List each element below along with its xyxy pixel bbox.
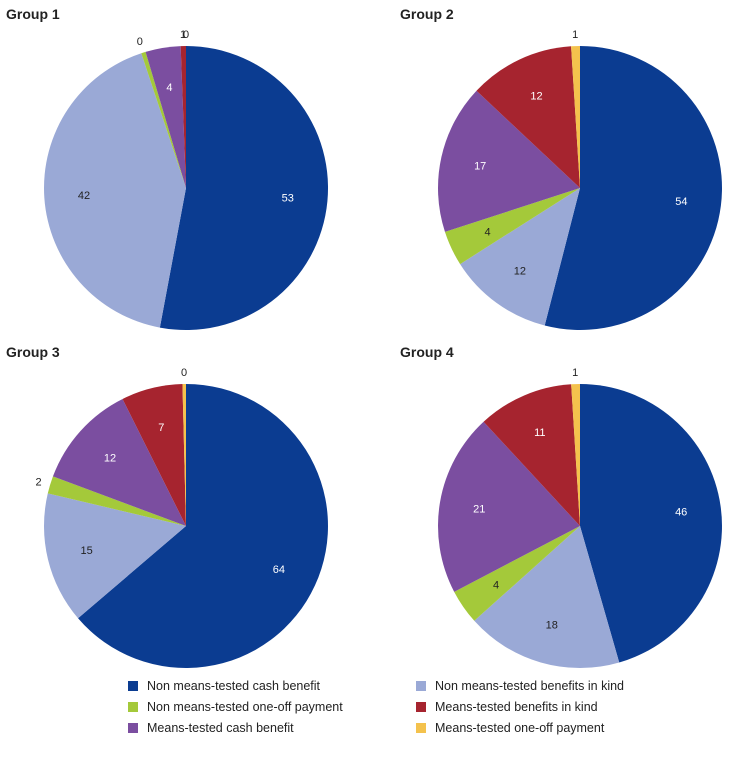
panel-title: Group 2: [400, 6, 454, 22]
panel-title: Group 1: [6, 6, 60, 22]
pie-slice: [43, 493, 186, 619]
legend-item: Means-tested benefits in kind: [416, 698, 598, 716]
slice-data-label: 2: [36, 476, 42, 488]
pie-slice: [544, 46, 722, 330]
pie-slice: [122, 384, 186, 526]
slice-data-label: 0: [183, 29, 189, 41]
slice-data-label: 46: [675, 507, 687, 519]
pie-slice: [483, 384, 580, 526]
pie-slice: [444, 188, 580, 265]
pie-slice: [78, 384, 328, 668]
slice-data-label: 12: [530, 91, 542, 103]
legend-label: Means-tested cash benefit: [147, 721, 294, 735]
pie-chart-group-3: 64 15 2 12 7 0: [36, 367, 328, 668]
pie-chart-group-2: 54 12 4 17 12 1: [438, 29, 722, 330]
pie-slice: [474, 526, 620, 668]
legend-swatch: [128, 702, 138, 712]
slice-data-label: 11: [534, 427, 545, 439]
legend-swatch: [416, 723, 426, 733]
pie-slice: [159, 46, 329, 331]
pie-slice: [580, 384, 722, 663]
pie-panel-group-1: Group 1 53 42 0 4 1 0: [0, 0, 370, 331]
pie-slice: [145, 46, 186, 188]
pie-slice: [438, 421, 580, 592]
legend-swatch: [416, 702, 426, 712]
legend-item: Means-tested one-off payment: [416, 719, 604, 737]
legend-label: Non means-tested cash benefit: [147, 679, 321, 693]
legend-swatch: [128, 723, 138, 733]
pie-slice: [571, 45, 580, 188]
panel-title: Group 4: [400, 344, 454, 360]
slice-data-label: 54: [675, 196, 687, 208]
pie-slice: [44, 53, 186, 328]
legend-label: Means-tested one-off payment: [435, 721, 605, 735]
legend-swatch: [416, 681, 426, 691]
panel-title: Group 3: [6, 344, 60, 360]
pie-slice: [460, 188, 580, 326]
slice-data-label: 4: [493, 579, 499, 591]
slice-data-label: 12: [104, 453, 116, 465]
legend-label: Means-tested benefits in kind: [435, 700, 598, 714]
legend: Non means-tested cash benefit Non means-…: [0, 672, 750, 752]
pie-slice: [52, 398, 186, 526]
slice-data-label: 18: [546, 619, 558, 631]
slice-data-label: 1: [180, 29, 186, 41]
slice-data-label: 4: [166, 82, 172, 94]
slice-data-label: 1: [572, 367, 578, 379]
pie-slice: [47, 476, 186, 526]
pie-slice: [454, 526, 580, 621]
legend-item: Means-tested cash benefit: [128, 719, 294, 737]
legend-item: Non means-tested benefits in kind: [416, 677, 624, 695]
legend-label: Non means-tested benefits in kind: [435, 679, 624, 693]
legend-swatch: [128, 681, 138, 691]
slice-data-label: 0: [137, 36, 143, 48]
pie-panel-group-2: Group 2 54 12 4 17 12 1: [394, 0, 750, 330]
pie-slice: [141, 51, 186, 188]
slice-data-label: 1: [572, 29, 578, 41]
slice-data-label: 0: [181, 367, 187, 379]
slice-data-label: 15: [80, 545, 92, 557]
pie-panel-group-4: Group 4 46 18 4 21 11 1: [394, 338, 750, 668]
legend-item: Non means-tested one-off payment: [128, 698, 343, 716]
legend-label: Non means-tested one-off payment: [147, 700, 343, 714]
slice-data-label: 42: [78, 190, 90, 202]
pie-slice: [180, 45, 186, 188]
slice-data-label: 17: [474, 161, 486, 173]
slice-data-label: 64: [273, 564, 285, 576]
slice-data-label: 53: [282, 193, 294, 205]
pie-slice: [182, 383, 186, 526]
slice-data-label: 21: [473, 504, 485, 516]
pie-slice: [438, 90, 580, 232]
slice-data-label: 4: [484, 227, 490, 239]
pie-slice: [571, 383, 580, 526]
slice-data-label: 7: [158, 422, 164, 434]
pie-slice: [476, 46, 580, 188]
pie-panel-group-3: Group 3 64 15 2 12 7 0: [0, 338, 370, 668]
slice-data-label: 12: [514, 266, 526, 278]
legend-item: Non means-tested cash benefit: [128, 677, 320, 695]
